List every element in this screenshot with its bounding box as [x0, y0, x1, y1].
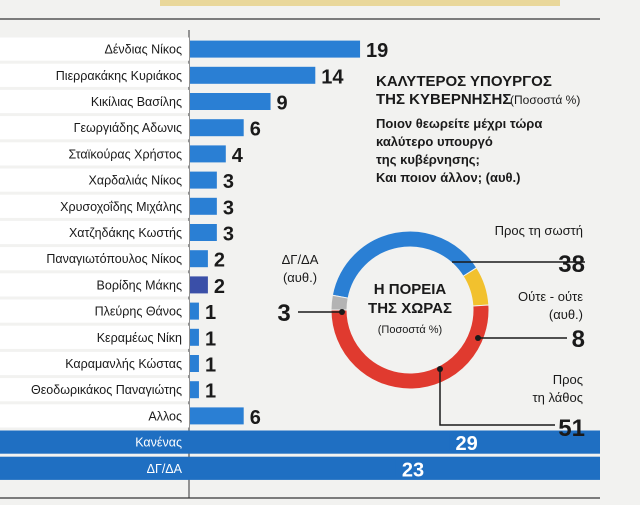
row-background [0, 116, 189, 140]
row-background [0, 168, 189, 192]
bar [190, 328, 199, 346]
callout-neutral: Ούτε - ούτε (αυθ.) 8 [475, 289, 585, 353]
bar [190, 407, 244, 425]
value-label: 1 [205, 381, 216, 403]
value-label: 1 [205, 328, 216, 350]
slice-label-wrong-1: Προς [553, 372, 583, 387]
value-label: 3 [223, 197, 234, 219]
slice-label-wrong-2: τη λάθος [532, 390, 583, 405]
slice-value-right: 38 [558, 251, 585, 278]
category-label: Πλεύρης Θάνος [95, 305, 182, 319]
value-label: 3 [223, 171, 234, 193]
bar-chart-unit-note: (Ποσοστά %) [510, 93, 580, 107]
value-label: 3 [223, 224, 234, 246]
value-label: 6 [250, 119, 261, 141]
row-background [0, 142, 189, 166]
category-label: Κεραμέως Νίκη [97, 331, 182, 345]
callout-dk: ΔΓ/ΔΑ (αυθ.) 3 [277, 252, 345, 327]
bar [190, 433, 450, 451]
row-background [0, 325, 189, 349]
bar [190, 66, 316, 84]
bar [190, 459, 396, 477]
top-accent-strip [160, 0, 560, 6]
value-label: 1 [205, 302, 216, 324]
row-background [0, 378, 189, 402]
value-label: 9 [277, 93, 288, 115]
bar [190, 93, 271, 110]
row-background [0, 63, 189, 87]
value-label: 6 [250, 407, 261, 429]
bar [190, 145, 226, 163]
bar [190, 197, 217, 215]
category-label: Χρυσοχοΐδης Μιχάλης [60, 200, 182, 214]
row-background [0, 404, 189, 428]
bar [190, 381, 199, 399]
slice-label-neutral-2: (αυθ.) [549, 307, 583, 322]
bar-chart-title-line1: ΚΑΛΥΤΕΡΟΣ ΥΠΟΥΡΓΟΣ [376, 73, 552, 90]
row-background [0, 220, 189, 245]
donut-title-line2: ΤΗΣ ΧΩΡΑΣ [368, 300, 452, 317]
row-background [0, 273, 189, 297]
category-label: Αλλος [148, 409, 182, 423]
row-background [0, 89, 189, 114]
category-label: Κικίλιας Βασίλης [91, 95, 182, 109]
slice-label-right: Προς τη σωστή [495, 223, 583, 238]
value-label: 29 [456, 433, 478, 455]
category-label: Δένδιας Νίκος [104, 43, 182, 57]
bar [190, 119, 244, 137]
slice-value-wrong: 51 [558, 415, 585, 442]
category-label: Χατζηδάκης Κωστής [69, 226, 182, 240]
donut-chart [330, 230, 490, 390]
donut-unit-note: (Ποσοστά %) [378, 324, 442, 336]
value-label: 2 [214, 250, 225, 272]
category-label: Χαρδαλιάς Νίκος [89, 174, 183, 188]
bar [190, 355, 199, 372]
row-background [0, 247, 189, 271]
callout-wrong: Προς τη λάθος 51 [437, 366, 585, 442]
category-label: Γεωργιάδης Αδωνις [74, 121, 182, 135]
value-label: 23 [402, 459, 424, 481]
category-label: ΔΓ/ΔΑ [147, 462, 183, 476]
row-background [0, 299, 189, 323]
slice-label-neutral-1: Ούτε - ούτε [518, 289, 583, 304]
question-line-4: Και ποιον άλλον; (αυθ.) [376, 170, 521, 185]
row-background [0, 351, 189, 376]
question-line-2: καλύτερο υπουργό [376, 134, 493, 149]
slice-value-neutral: 8 [572, 326, 585, 353]
bar [190, 40, 361, 58]
bar [190, 250, 208, 268]
bar [190, 224, 217, 241]
category-label: Κανένας [135, 436, 182, 450]
slice-label-dk-2: (αυθ.) [283, 270, 317, 285]
bar [190, 171, 217, 189]
category-label: Παναγιωτόπουλος Νίκος [46, 252, 182, 266]
question-line-3: της κυβέρνησης; [376, 152, 480, 167]
category-label: Βορίδης Μάκης [97, 278, 182, 292]
donut-title-line1: Η ΠΟΡΕΙΑ [374, 281, 447, 298]
slice-label-dk-1: ΔΓ/ΔΑ [282, 252, 319, 267]
value-label: 4 [232, 145, 244, 167]
bar [190, 276, 208, 294]
slice-value-dk: 3 [277, 300, 290, 327]
category-label: Πιερρακάκης Κυριάκος [56, 69, 182, 83]
donut-slice [330, 294, 349, 311]
category-label: Καραμανλής Κώστας [65, 357, 182, 371]
value-label: 19 [366, 40, 388, 62]
value-label: 1 [205, 355, 216, 377]
row-background [0, 194, 189, 218]
category-label: Θεοδωρικάκος Παναγιώτης [31, 383, 182, 397]
row-background [0, 37, 189, 61]
bar-chart-title-line2: ΤΗΣ ΚΥΒΕΡΝΗΣΗΣ [376, 91, 511, 108]
question-line-1: Ποιον θεωρείτε μέχρι τώρα [376, 116, 542, 131]
category-label: Σταϊκούρας Χρήστος [69, 147, 182, 161]
value-label: 2 [214, 276, 225, 298]
bar [190, 302, 199, 320]
callout-right: Προς τη σωστή 38 [452, 223, 585, 278]
value-label: 14 [321, 66, 344, 88]
